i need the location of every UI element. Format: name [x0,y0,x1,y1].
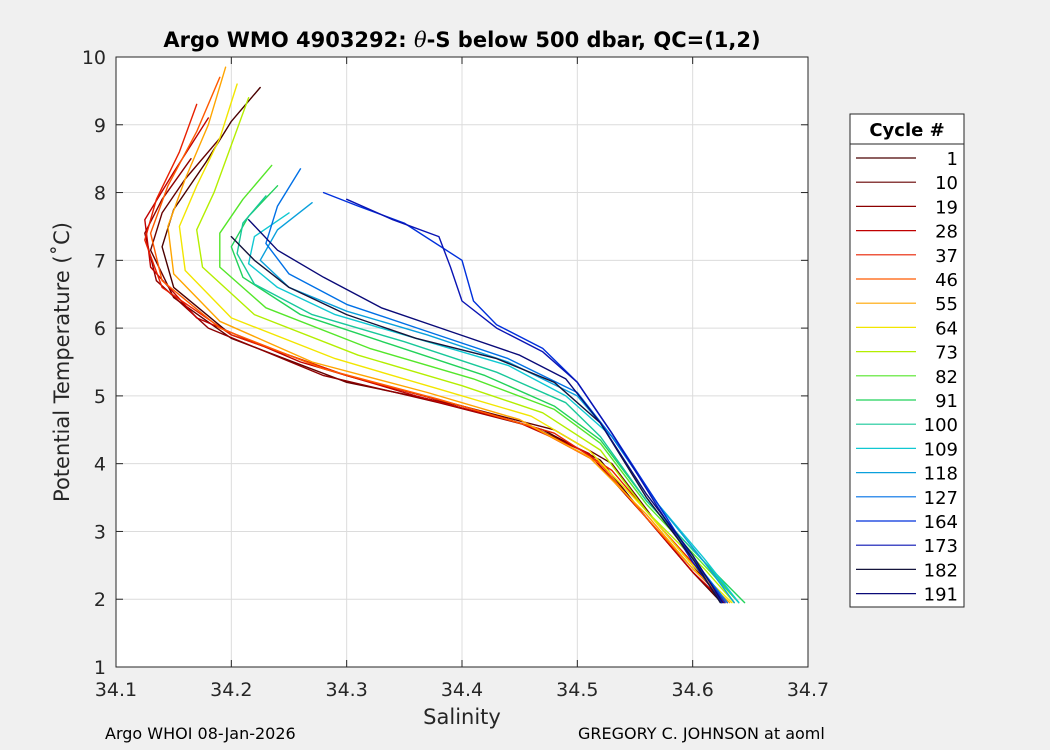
y-tick-label: 9 [94,115,106,137]
series-line-cycle-46 [149,76,728,604]
legend-box [849,113,965,608]
x-tick-label: 34.4 [441,679,483,701]
footer-left: Argo WHOI 08-Jan-2026 [105,724,296,743]
series-line-cycle-191 [247,218,724,604]
legend-label: 164 [924,512,958,533]
tick-layer: 34.1 34.2 34.3 34.4 34.5 34.6 34.7 1 2 3 4 5 6 7 8 9 10 [82,47,829,701]
legend-label: 37 [935,246,958,267]
y-tick-label: 5 [94,386,106,408]
legend-label: 127 [924,488,958,509]
legend-label: 182 [924,560,958,581]
y-tick-label: 8 [94,183,106,205]
y-tick-label: 2 [94,589,106,611]
x-tick-label: 34.1 [95,679,137,701]
legend-label: 10 [935,173,958,194]
series-line-cycle-164 [322,191,726,604]
series-layer [144,66,746,604]
chart-title: Argo WMO 4903292: θ-S below 500 dbar, QC… [163,28,760,52]
legend-label: 118 [924,464,958,485]
chart-title-theta: θ [414,28,427,52]
chart-title-prefix: Argo WMO 4903292: [163,28,414,52]
legend-label: 91 [935,391,958,412]
series-line-cycle-118 [259,201,735,604]
legend-label: 82 [935,367,958,388]
legend-label: 64 [935,318,958,339]
y-tick-label: 1 [94,657,106,679]
legend-label: 109 [924,439,958,460]
legend-label: 73 [935,343,958,364]
chart-title-suffix: -S below 500 dbar, QC=(1,2) [427,28,761,52]
x-tick-label: 34.6 [672,679,714,701]
legend-title: Cycle # [869,120,944,141]
legend-label: 173 [924,536,958,557]
legend-label: 1 [947,149,958,170]
series-line-cycle-73 [195,96,735,604]
legend: Cycle # 1 10 19 28 37 46 55 64 73 82 91 100 109 118 12… [849,113,965,608]
legend-entries: 1 10 19 28 37 46 55 64 73 82 91 100 109 118 127 164 173 1… [856,149,958,606]
legend-label: 46 [935,270,958,291]
y-axis-label: Potential Temperature (˚C) [50,222,74,502]
legend-label: 28 [935,222,958,243]
y-tick-label: 4 [94,454,106,476]
legend-label: 55 [935,294,958,315]
footer-right: GREGORY C. JOHNSON at aoml [578,724,825,743]
legend-label: 100 [924,415,958,436]
legend-label: 19 [935,197,958,218]
x-tick-label: 34.7 [787,679,829,701]
y-tick-label: 10 [82,47,106,69]
y-tick-label: 3 [94,521,106,543]
x-tick-label: 34.3 [326,679,368,701]
series-line-cycle-82 [219,164,740,604]
series-line-cycle-182 [230,235,721,604]
y-tick-label: 7 [94,250,106,272]
series-line-cycle-55 [167,66,731,604]
legend-label: 191 [924,585,958,606]
x-tick-label: 34.5 [556,679,598,701]
x-tick-label: 34.2 [210,679,252,701]
x-axis-label: Salinity [423,705,501,729]
y-tick-label: 6 [94,318,106,340]
